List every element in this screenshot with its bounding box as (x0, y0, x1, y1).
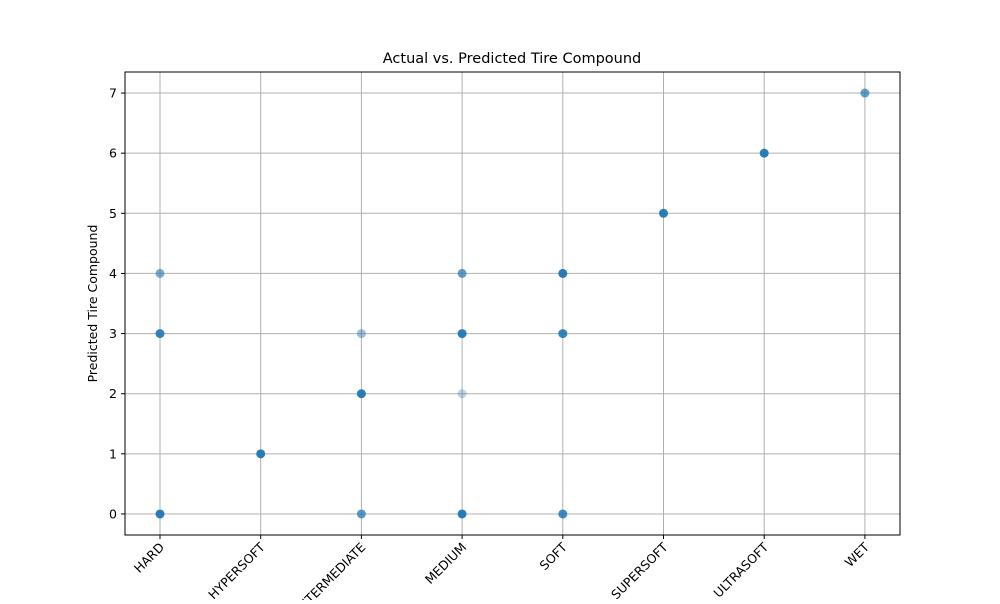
chart-title: Actual vs. Predicted Tire Compound (383, 51, 641, 67)
data-point (558, 509, 568, 519)
data-point (256, 449, 266, 459)
data-point (759, 148, 769, 158)
y-tick-label: 6 (109, 146, 117, 161)
y-tick-label: 1 (109, 446, 117, 461)
x-tick-label: ULTRASOFT (710, 539, 771, 600)
y-tick-label: 3 (109, 326, 117, 341)
x-tick-label: MEDIUM (422, 540, 469, 587)
x-tick-label: SOFT (536, 539, 570, 573)
data-point (457, 329, 467, 339)
x-tick-label: WET (842, 539, 873, 570)
grid-layer (125, 72, 900, 535)
data-point (457, 509, 467, 519)
data-point (659, 208, 668, 218)
y-tick-label: 0 (109, 506, 117, 521)
data-point (558, 268, 568, 278)
data-point (457, 268, 467, 278)
x-tick-label: INTERMEDIATE (293, 539, 369, 600)
x-tick-label: HARD (131, 540, 167, 576)
y-tick-label: 2 (109, 386, 117, 401)
data-point (457, 389, 467, 399)
data-point (356, 329, 366, 339)
plot-frame (124, 71, 901, 536)
data-point (558, 329, 568, 339)
y-axis-label: Predicted Tire Compound (85, 225, 100, 383)
data-point (155, 329, 165, 339)
y-tick-label: 4 (109, 266, 117, 281)
y-tick-label: 5 (109, 206, 117, 221)
data-point (356, 389, 366, 399)
data-point (155, 509, 165, 519)
x-tick-label: HYPERSOFT (205, 539, 268, 600)
y-tick-label: 7 (109, 86, 117, 101)
points-layer (155, 88, 870, 519)
data-point (860, 88, 870, 98)
ticks-layer: 0 1 2 3 4 5 6 7 HARD HYPERSOFT INTERMEDIATE MEDIUM S… (109, 86, 873, 604)
x-tick-label: SUPERSOFT (608, 539, 671, 600)
data-point (356, 509, 366, 519)
data-point (155, 268, 165, 278)
